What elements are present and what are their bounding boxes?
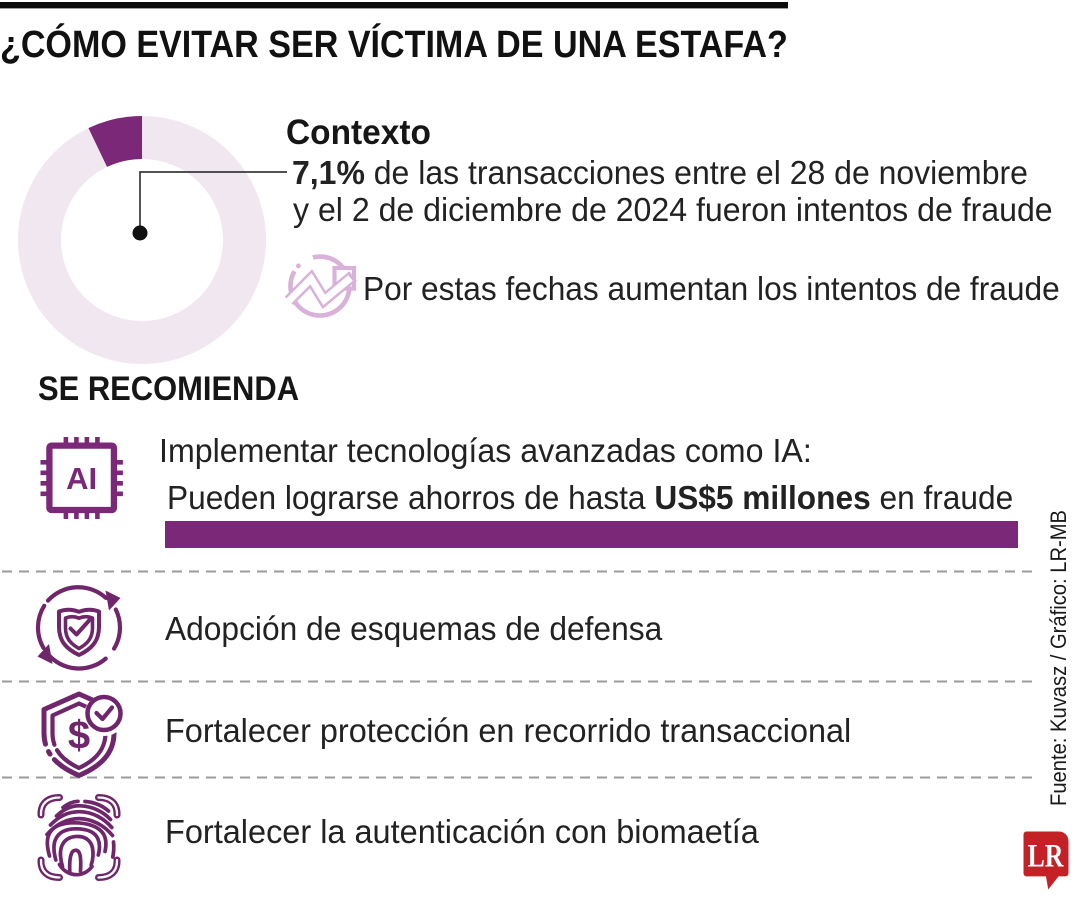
svg-text:LR: LR — [1028, 839, 1065, 875]
svg-text:AI: AI — [66, 461, 97, 496]
svg-text:$: $ — [68, 714, 90, 758]
